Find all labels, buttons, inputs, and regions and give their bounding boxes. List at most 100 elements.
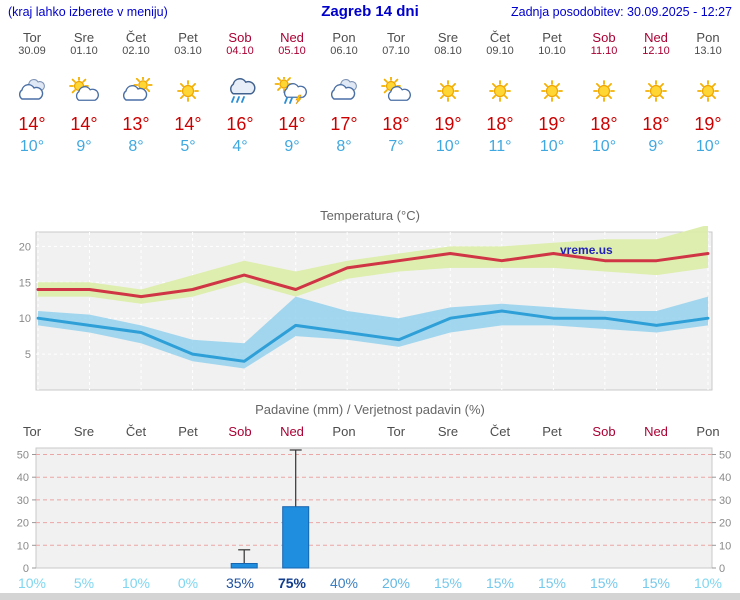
day-date: 08.10 — [434, 45, 462, 57]
day-name: Sob — [228, 30, 252, 45]
day-column: Tor 30.09 14° 10° — [6, 30, 58, 156]
temp-low: 9° — [284, 138, 300, 155]
temperature-chart: 5 10 15 20 vreme.us — [0, 224, 740, 398]
sunny-icon — [162, 76, 214, 106]
temp-high: 18° — [590, 114, 618, 134]
day-name: Sre — [73, 30, 95, 45]
cloudy-icon — [318, 76, 370, 106]
precip-day-label: Tor — [22, 424, 42, 439]
temp-high: 16° — [226, 114, 254, 134]
day-date: 04.10 — [226, 45, 254, 57]
precip-probability: 40% — [329, 575, 359, 591]
temp-low: 10° — [435, 138, 461, 155]
precip-day-labels: Tor Sre Čet Pet Sob Ned Pon Tor Sre Čet Pet Sob Ned P… — [6, 424, 734, 440]
precipitation-chart-svg: 0 0 10 10 20 20 30 30 40 40 50 50 — [17, 447, 731, 575]
temp-high: 17° — [330, 114, 358, 134]
precip-day-label: Pet — [542, 424, 562, 439]
temp-low: 8° — [336, 138, 352, 155]
day-name: Pon — [332, 30, 356, 45]
temp-low: 7° — [388, 138, 404, 155]
day-date: 12.10 — [642, 45, 670, 57]
precip-ytick-right: 30 — [719, 495, 731, 507]
sunny-icon — [474, 76, 526, 106]
temp-chart-title: Temperatura (°C) — [320, 208, 420, 223]
precip-ytick-right: 50 — [719, 450, 731, 462]
temp-high: 14° — [18, 114, 46, 134]
temp-high: 19° — [694, 114, 722, 134]
precip-ytick-left: 50 — [17, 450, 29, 462]
temp-low: 10° — [19, 138, 45, 155]
day-name: Čet — [489, 30, 511, 45]
watermark-link[interactable]: vreme.us — [560, 243, 613, 257]
day-date: 30.09 — [18, 45, 46, 57]
precip-day-label: Ned — [644, 424, 668, 439]
precip-probability: 10% — [121, 575, 151, 591]
day-date: 11.10 — [590, 45, 618, 57]
day-column: Čet 09.10 18° 11° — [474, 30, 526, 156]
day-column: Ned 12.10 18° 9° — [630, 30, 682, 156]
day-name: Sre — [437, 30, 459, 45]
precip-probability: 15% — [433, 575, 463, 591]
precip-day-label: Pet — [178, 424, 198, 439]
precipitation-chart: 0 0 10 10 20 20 30 30 40 40 50 50 — [0, 444, 740, 576]
precip-day-label: Čet — [489, 424, 511, 439]
temp-high: 18° — [486, 114, 514, 134]
sunny-icon — [682, 76, 734, 106]
temp-low: 8° — [128, 138, 144, 155]
day-column: Pon 06.10 17° 8° — [318, 30, 370, 156]
precip-ytick-left: 10 — [17, 540, 29, 552]
precip-plot-area — [35, 447, 713, 569]
day-column: Pon 13.10 19° 10° — [682, 30, 734, 156]
precip-chart-title: Padavine (mm) / Verjetnost padavin (%) — [255, 402, 485, 417]
day-column: Ned 05.10 14° 9° — [266, 30, 318, 156]
sunny-icon — [526, 76, 578, 106]
day-date: 09.10 — [486, 45, 514, 57]
day-column: Pet 10.10 19° 10° — [526, 30, 578, 156]
precip-ytick-left: 0 — [23, 563, 29, 575]
precip-ytick-left: 30 — [17, 495, 29, 507]
temp-ytick-label: 20 — [19, 241, 31, 253]
temp-high: 14° — [174, 114, 202, 134]
day-date: 03.10 — [174, 45, 202, 57]
temp-high: 18° — [382, 114, 410, 134]
temp-high: 13° — [122, 114, 150, 134]
day-name: Pet — [542, 30, 562, 45]
max-line — [36, 252, 710, 299]
day-date: 05.10 — [278, 45, 306, 57]
temp-low: 4° — [232, 138, 248, 155]
precip-ytick-right: 10 — [719, 540, 731, 552]
temp-high: 18° — [642, 114, 670, 134]
day-column: Sre 08.10 19° 10° — [422, 30, 474, 156]
temp-ytick-label: 15 — [19, 277, 31, 289]
day-column: Sre 01.10 14° 9° — [58, 30, 110, 156]
horizontal-scrollbar-track[interactable] — [0, 593, 740, 600]
day-name: Čet — [125, 30, 147, 45]
day-column: Sob 11.10 18° 10° — [578, 30, 630, 156]
temp-high: 14° — [70, 114, 98, 134]
temp-low: 10° — [539, 138, 565, 155]
precip-day-label: Ned — [280, 424, 304, 439]
sunny-icon — [578, 76, 630, 106]
temp-ytick-label: 10 — [19, 313, 31, 325]
precip-day-label: Sre — [437, 424, 459, 439]
precip-probability: 15% — [589, 575, 619, 591]
day-date: 07.10 — [382, 45, 410, 57]
day-name: Pon — [696, 30, 720, 45]
day-name: Tor — [22, 30, 42, 45]
mostly-cloudy-icon — [110, 76, 162, 106]
partly-cloudy-icon — [58, 76, 110, 106]
day-date: 10.10 — [538, 45, 566, 57]
min-band — [38, 296, 708, 369]
precip-day-label: Pon — [332, 424, 356, 439]
precip-probability-row: 10% 5% 10% 0% 35% 75% 40% 20% 15% 15% 15% 15% 15% 10% — [6, 575, 734, 592]
precip-probability: 15% — [485, 575, 515, 591]
temp-low: 10° — [591, 138, 617, 155]
precip-probability: 0% — [177, 575, 199, 591]
precip-ytick-left: 20 — [17, 518, 29, 530]
min-line — [36, 309, 710, 363]
day-name: Sob — [592, 30, 616, 45]
day-name: Pet — [178, 30, 198, 45]
menu-hint: (kraj lahko izberete v meniju) — [8, 5, 168, 19]
temperature-chart-svg: 5 10 15 20 vreme.us — [19, 224, 713, 391]
